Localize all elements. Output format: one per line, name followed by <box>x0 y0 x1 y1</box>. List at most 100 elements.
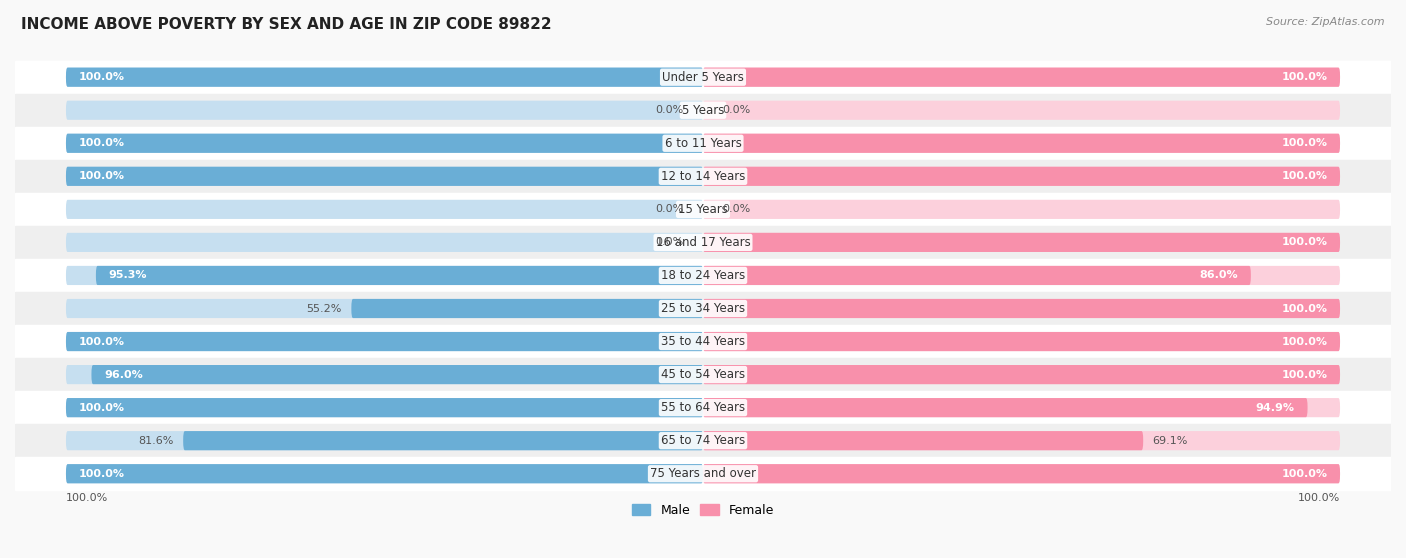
Bar <box>15 358 1391 391</box>
Text: 100.0%: 100.0% <box>1281 171 1327 181</box>
FancyBboxPatch shape <box>66 464 703 483</box>
Bar <box>15 94 1391 127</box>
Bar <box>15 193 1391 226</box>
Text: 100.0%: 100.0% <box>1281 469 1327 479</box>
FancyBboxPatch shape <box>703 200 1340 219</box>
FancyBboxPatch shape <box>183 431 703 450</box>
Text: 55.2%: 55.2% <box>307 304 342 314</box>
Text: 25 to 34 Years: 25 to 34 Years <box>661 302 745 315</box>
Text: 0.0%: 0.0% <box>655 237 683 247</box>
FancyBboxPatch shape <box>703 266 1340 285</box>
Bar <box>15 391 1391 424</box>
Text: 100.0%: 100.0% <box>79 403 125 412</box>
Text: 86.0%: 86.0% <box>1199 271 1239 281</box>
Bar <box>15 325 1391 358</box>
FancyBboxPatch shape <box>703 332 1340 351</box>
Text: 100.0%: 100.0% <box>79 138 125 148</box>
Text: 100.0%: 100.0% <box>79 72 125 82</box>
Text: 100.0%: 100.0% <box>1281 72 1327 82</box>
Text: 75 Years and over: 75 Years and over <box>650 467 756 480</box>
FancyBboxPatch shape <box>66 68 703 87</box>
Text: 96.0%: 96.0% <box>104 369 143 379</box>
Bar <box>15 424 1391 457</box>
Bar <box>15 292 1391 325</box>
FancyBboxPatch shape <box>703 68 1340 87</box>
Text: 55 to 64 Years: 55 to 64 Years <box>661 401 745 414</box>
Legend: Male, Female: Male, Female <box>627 499 779 522</box>
Text: 95.3%: 95.3% <box>108 271 148 281</box>
FancyBboxPatch shape <box>703 299 1340 318</box>
FancyBboxPatch shape <box>66 233 703 252</box>
Bar <box>15 61 1391 94</box>
Bar <box>15 127 1391 160</box>
Text: 5 Years: 5 Years <box>682 104 724 117</box>
FancyBboxPatch shape <box>91 365 703 384</box>
FancyBboxPatch shape <box>703 266 1251 285</box>
Text: 35 to 44 Years: 35 to 44 Years <box>661 335 745 348</box>
FancyBboxPatch shape <box>703 167 1340 186</box>
Text: 0.0%: 0.0% <box>723 204 751 214</box>
FancyBboxPatch shape <box>66 200 703 219</box>
FancyBboxPatch shape <box>66 398 703 417</box>
FancyBboxPatch shape <box>66 464 703 483</box>
FancyBboxPatch shape <box>703 464 1340 483</box>
FancyBboxPatch shape <box>703 100 1340 120</box>
Text: 0.0%: 0.0% <box>723 105 751 116</box>
FancyBboxPatch shape <box>66 398 703 417</box>
Bar <box>15 160 1391 193</box>
Text: 0.0%: 0.0% <box>655 204 683 214</box>
FancyBboxPatch shape <box>703 299 1340 318</box>
FancyBboxPatch shape <box>66 431 703 450</box>
Text: 100.0%: 100.0% <box>1298 493 1340 503</box>
FancyBboxPatch shape <box>703 167 1340 186</box>
FancyBboxPatch shape <box>66 100 703 120</box>
FancyBboxPatch shape <box>66 134 703 153</box>
FancyBboxPatch shape <box>703 431 1143 450</box>
Text: 0.0%: 0.0% <box>655 105 683 116</box>
FancyBboxPatch shape <box>66 167 703 186</box>
FancyBboxPatch shape <box>66 299 703 318</box>
Text: Under 5 Years: Under 5 Years <box>662 71 744 84</box>
FancyBboxPatch shape <box>96 266 703 285</box>
FancyBboxPatch shape <box>703 431 1340 450</box>
FancyBboxPatch shape <box>352 299 703 318</box>
Text: 100.0%: 100.0% <box>1281 369 1327 379</box>
Text: 100.0%: 100.0% <box>1281 237 1327 247</box>
Text: 15 Years: 15 Years <box>678 203 728 216</box>
Text: 94.9%: 94.9% <box>1256 403 1295 412</box>
Text: 100.0%: 100.0% <box>1281 336 1327 347</box>
Text: 65 to 74 Years: 65 to 74 Years <box>661 434 745 447</box>
Bar <box>15 259 1391 292</box>
FancyBboxPatch shape <box>703 464 1340 483</box>
FancyBboxPatch shape <box>66 365 703 384</box>
Text: 100.0%: 100.0% <box>66 493 108 503</box>
Text: 100.0%: 100.0% <box>79 336 125 347</box>
FancyBboxPatch shape <box>703 134 1340 153</box>
FancyBboxPatch shape <box>66 68 703 87</box>
FancyBboxPatch shape <box>703 398 1340 417</box>
Text: 100.0%: 100.0% <box>1281 138 1327 148</box>
Text: 100.0%: 100.0% <box>79 469 125 479</box>
FancyBboxPatch shape <box>703 233 1340 252</box>
Text: 100.0%: 100.0% <box>79 171 125 181</box>
Text: 100.0%: 100.0% <box>1281 304 1327 314</box>
Text: 6 to 11 Years: 6 to 11 Years <box>665 137 741 150</box>
FancyBboxPatch shape <box>703 398 1308 417</box>
Text: 45 to 54 Years: 45 to 54 Years <box>661 368 745 381</box>
Text: Source: ZipAtlas.com: Source: ZipAtlas.com <box>1267 17 1385 27</box>
Text: 69.1%: 69.1% <box>1153 436 1188 446</box>
FancyBboxPatch shape <box>66 266 703 285</box>
Bar <box>15 457 1391 490</box>
FancyBboxPatch shape <box>703 233 1340 252</box>
FancyBboxPatch shape <box>66 332 703 351</box>
FancyBboxPatch shape <box>66 332 703 351</box>
FancyBboxPatch shape <box>703 365 1340 384</box>
FancyBboxPatch shape <box>703 134 1340 153</box>
Text: 16 and 17 Years: 16 and 17 Years <box>655 236 751 249</box>
Text: 12 to 14 Years: 12 to 14 Years <box>661 170 745 183</box>
Text: 81.6%: 81.6% <box>138 436 173 446</box>
FancyBboxPatch shape <box>66 134 703 153</box>
Bar <box>15 226 1391 259</box>
FancyBboxPatch shape <box>703 332 1340 351</box>
Text: 18 to 24 Years: 18 to 24 Years <box>661 269 745 282</box>
